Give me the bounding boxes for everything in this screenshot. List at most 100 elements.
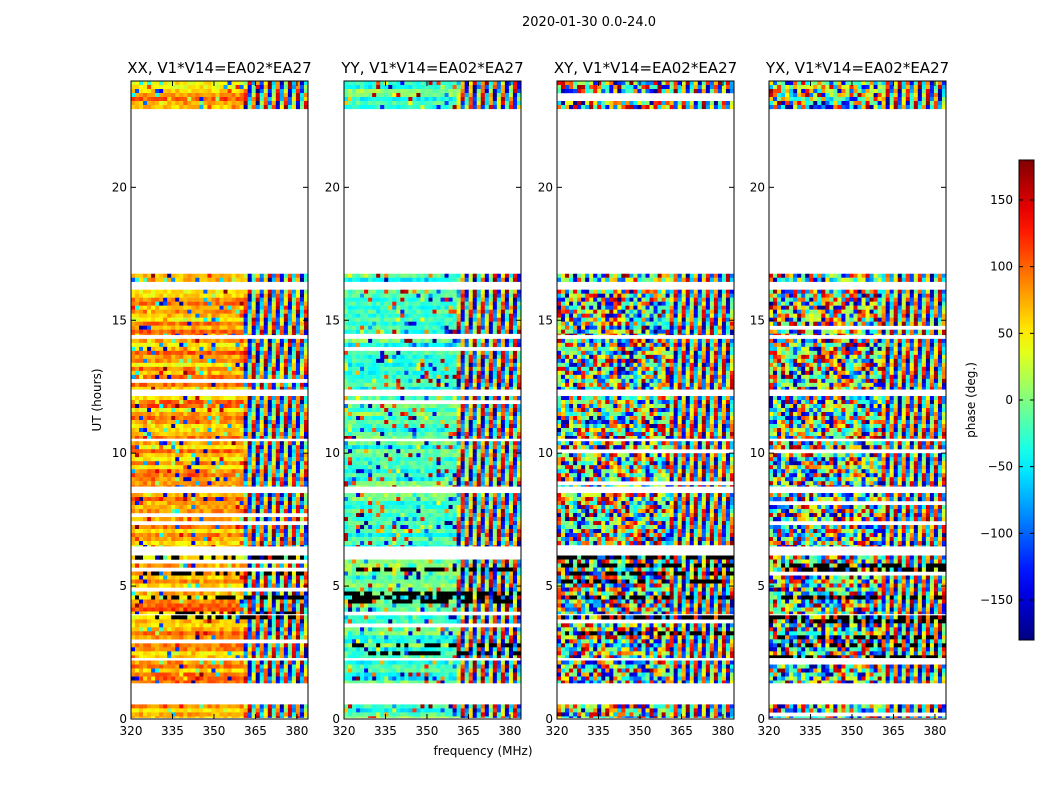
heatmap-cell	[372, 680, 377, 684]
heatmap-cell	[231, 457, 236, 462]
heatmap-cell	[139, 676, 144, 681]
heatmap-cell	[219, 655, 224, 659]
heatmap-cell	[267, 545, 273, 547]
heatmap-cell	[171, 485, 176, 487]
heatmap-cell	[283, 309, 289, 314]
heatmap-cell	[147, 651, 152, 656]
heatmap-cell	[187, 599, 192, 604]
heatmap-cell	[143, 647, 148, 652]
heatmap-cell	[151, 362, 156, 368]
heatmap-cell	[243, 277, 248, 282]
heatmap-cell	[147, 627, 152, 632]
heatmap-cell	[464, 680, 469, 684]
heatmap-cell	[179, 563, 184, 568]
heatmap-cell	[163, 704, 168, 709]
heatmap-cell	[259, 273, 265, 278]
heatmap-cell	[255, 497, 261, 502]
heatmap-cell	[392, 660, 397, 665]
heatmap-cell	[167, 533, 172, 538]
heatmap-cell	[187, 101, 192, 106]
heatmap-cell	[231, 89, 236, 94]
heatmap-cell	[448, 704, 453, 709]
heatmap-cell	[135, 716, 140, 718]
heatmap-cell	[303, 445, 309, 450]
heatmap-cell	[131, 627, 136, 632]
heatmap-cell	[191, 651, 196, 656]
heatmap-cell	[247, 321, 252, 326]
heatmap-cell	[187, 436, 192, 439]
heatmap-cell	[195, 599, 200, 604]
heatmap-cell	[235, 599, 240, 604]
heatmap-cell	[151, 680, 156, 684]
heatmap-cell	[259, 374, 265, 380]
heatmap-cell	[183, 537, 188, 542]
heatmap-cell	[259, 623, 265, 628]
heatmap-cell	[259, 680, 265, 684]
heatmap-cell	[155, 481, 160, 486]
heatmap-cell	[448, 615, 453, 620]
heatmap-cell	[183, 672, 188, 677]
heatmap-cell	[159, 432, 164, 437]
heatmap-cell	[291, 329, 297, 334]
heatmap-cell	[267, 424, 273, 429]
heatmap-cell	[203, 537, 208, 542]
heatmap-cell	[295, 404, 301, 409]
heatmap-cell	[223, 321, 228, 326]
heatmap-cell	[155, 497, 160, 502]
heatmap-cell	[171, 374, 176, 380]
heatmap-cell	[516, 615, 522, 620]
heatmap-cell	[171, 615, 176, 620]
heatmap-cell	[299, 668, 305, 673]
heatmap-cell	[147, 441, 152, 446]
heatmap-cell	[456, 627, 461, 632]
heatmap-cell	[159, 537, 164, 542]
heatmap-cell	[243, 293, 248, 298]
heatmap-cell	[251, 354, 256, 360]
heatmap-cell	[263, 619, 269, 624]
heatmap-cell	[263, 354, 269, 360]
heatmap-cell	[155, 595, 160, 600]
heatmap-cell	[195, 461, 200, 466]
heatmap-cell	[139, 631, 144, 636]
heatmap-cell	[488, 712, 494, 717]
heatmap-cell	[456, 619, 461, 624]
heatmap-cell	[215, 309, 220, 314]
heatmap-cell	[171, 342, 176, 348]
heatmap-cell	[235, 517, 240, 522]
heatmap-cell	[247, 517, 252, 522]
heatmap-cell	[159, 354, 164, 360]
heatmap-cell	[163, 607, 168, 612]
heatmap-cell	[239, 89, 244, 94]
heatmap-cell	[295, 338, 301, 344]
heatmap-cell	[191, 412, 196, 417]
heatmap-cell	[219, 529, 224, 534]
heatmap-cell	[151, 441, 156, 446]
heatmap-cell	[235, 301, 240, 306]
heatmap-cell	[223, 366, 228, 372]
heatmap-cell	[159, 541, 164, 546]
heatmap-cell	[219, 366, 224, 372]
heatmap-cell	[219, 428, 224, 433]
heatmap-cell	[159, 716, 164, 718]
heatmap-cell	[416, 712, 421, 717]
heatmap-cell	[279, 333, 285, 336]
heatmap-cell	[500, 672, 506, 677]
heatmap-cell	[476, 660, 482, 665]
heatmap-cell	[227, 416, 232, 421]
heatmap-cell	[251, 485, 256, 487]
heatmap-cell	[183, 81, 188, 86]
heatmap-cell	[279, 370, 285, 376]
heatmap-cell	[179, 400, 184, 405]
heatmap-cell	[263, 591, 269, 596]
heatmap-cell	[131, 457, 136, 462]
heatmap-cell	[207, 668, 212, 673]
heatmap-cell	[211, 273, 216, 278]
heatmap-cell	[259, 297, 265, 302]
heatmap-cell	[223, 346, 228, 352]
heatmap-cell	[219, 273, 224, 278]
heatmap-cell	[348, 672, 353, 677]
heatmap-cell	[131, 453, 136, 458]
heatmap-cell	[191, 704, 196, 709]
heatmap-cell	[239, 366, 244, 372]
heatmap-cell	[279, 595, 285, 600]
